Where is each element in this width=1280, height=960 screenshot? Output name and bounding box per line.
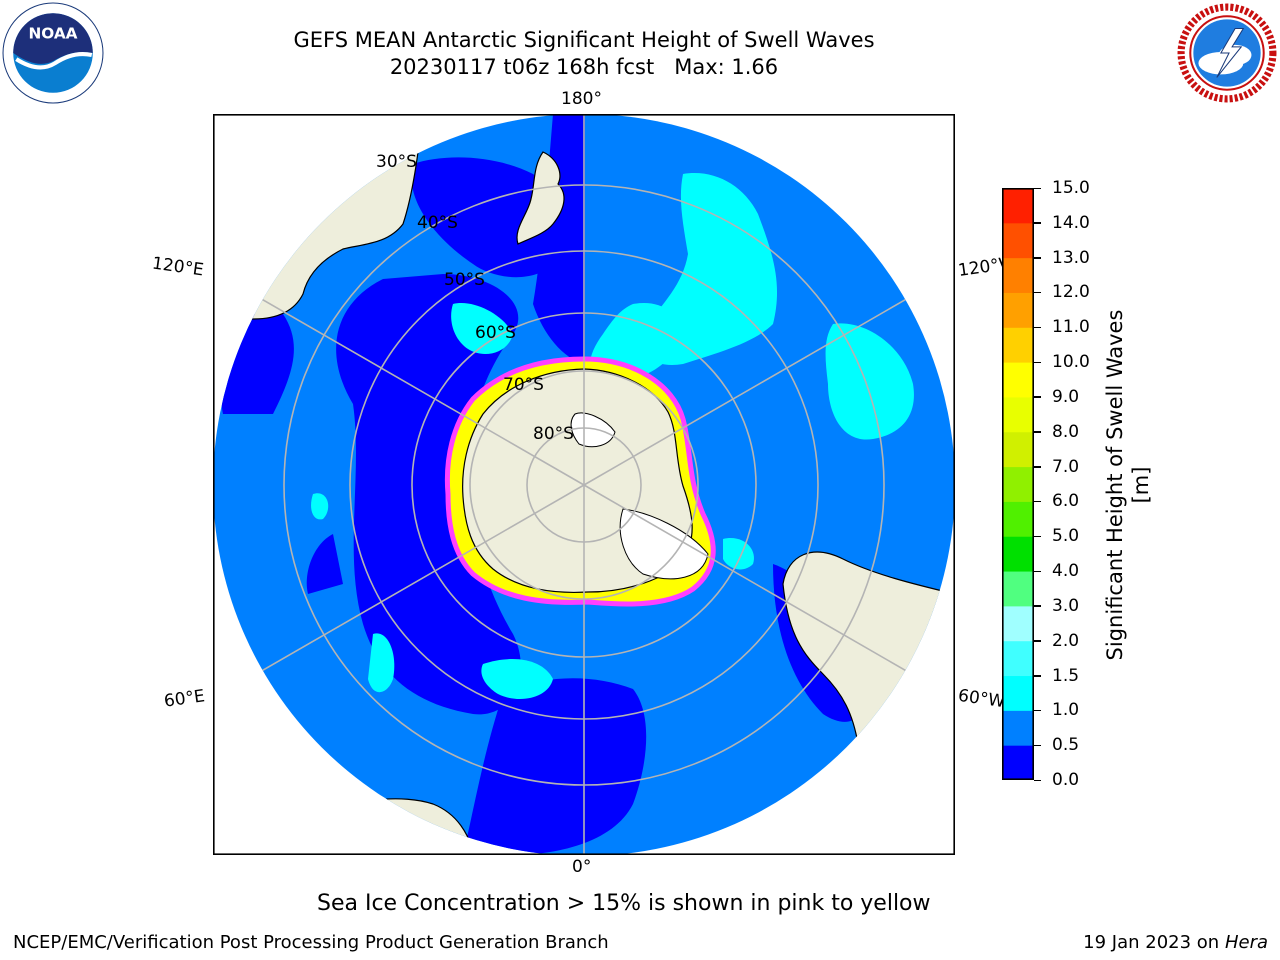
colorbar-tick-mark — [1034, 431, 1041, 433]
colorbar-tick-mark — [1034, 779, 1041, 781]
lon-label-top: 180° — [561, 89, 602, 109]
lon-label-bottom: 0° — [572, 857, 592, 877]
high-swell-region — [825, 323, 914, 440]
colorbar-tick-mark — [1034, 535, 1041, 538]
colorbar-swatch — [1002, 292, 1034, 328]
colorbar-swatch — [1002, 536, 1034, 572]
colorbar-tick-label: 5.0 — [1052, 526, 1080, 547]
colorbar-tick-mark — [1034, 466, 1041, 468]
noaa-logo-text: NOAA — [28, 25, 77, 43]
colorbar-swatch — [1002, 571, 1034, 607]
colorbar-tick-label: 14.0 — [1052, 212, 1090, 233]
footer-credit: NCEP/EMC/Verification Post Processing Pr… — [13, 932, 609, 953]
colorbar-tick-label: 15.0 — [1052, 178, 1090, 198]
lat-label-40s: 40°S — [417, 213, 458, 233]
ice-shelf-ross — [570, 412, 616, 448]
colorbar-tick-mark — [1034, 605, 1041, 607]
colorbar-tick-label: 8.0 — [1052, 421, 1080, 442]
colorbar-tick-mark — [1034, 396, 1041, 398]
lat-label-70s: 70°S — [503, 375, 544, 395]
ice-shelf-weddell — [619, 508, 709, 580]
colorbar-tick-label: 10.0 — [1052, 352, 1090, 373]
colorbar-tick-label: 0.5 — [1052, 735, 1080, 756]
polar-map — [213, 114, 955, 855]
high-swell-region — [311, 493, 329, 520]
high-swell-region — [640, 173, 778, 365]
colorbar-swatch — [1002, 605, 1034, 642]
colorbar-label: Significant Height of Swell Waves [m] — [1103, 309, 1153, 661]
colorbar-tick-label: 7.0 — [1052, 456, 1080, 477]
lon-label-lower-left: 60°E — [162, 686, 207, 712]
lon-label-upper-left: 120°E — [150, 253, 205, 281]
lon-label-lower-right: 60°W — [956, 685, 1007, 713]
colorbar-tick-mark — [1034, 326, 1041, 329]
colorbar-tick-mark — [1034, 640, 1041, 642]
colorbar-swatch — [1002, 431, 1034, 468]
colorbar-tick-label: 2.0 — [1052, 630, 1080, 651]
footer-date-text: 19 Jan 2023 on — [1083, 932, 1225, 953]
chart-title: GEFS MEAN Antarctic Significant Height o… — [293, 28, 875, 52]
colorbar-tick-label: 1.0 — [1052, 700, 1080, 721]
lat-label-30s: 30°S — [376, 152, 417, 172]
colorbar-tick-mark — [1034, 709, 1041, 712]
map-frame — [213, 114, 955, 855]
sea-ice-note: Sea Ice Concentration > 15% is shown in … — [317, 891, 931, 916]
colorbar-tick-mark — [1034, 257, 1041, 259]
lat-label-80s: 80°S — [533, 424, 574, 444]
colorbar-swatch — [1002, 745, 1034, 780]
low-swell-region — [463, 678, 647, 855]
colorbar-swatch — [1002, 710, 1034, 746]
colorbar-tick-label: 13.0 — [1052, 247, 1090, 268]
colorbar-tick-mark — [1034, 361, 1041, 364]
colorbar-swatch — [1002, 188, 1034, 224]
footer-host: Hera — [1224, 932, 1268, 953]
footer-date: 19 Jan 2023 on Hera — [1083, 932, 1268, 954]
colorbar-tick-label: 6.0 — [1052, 491, 1080, 512]
colorbar — [1002, 188, 1034, 780]
colorbar-tick-label: 9.0 — [1052, 386, 1080, 407]
colorbar-tick-mark — [1034, 187, 1041, 189]
chart-subtitle: 20230117 t06z 168h fcst Max: 1.66 — [389, 55, 779, 79]
high-swell-region — [723, 538, 754, 570]
high-swell-region — [451, 303, 513, 354]
high-swell-region — [368, 633, 395, 693]
colorbar-tick-mark — [1034, 222, 1041, 224]
colorbar-swatch — [1002, 396, 1034, 433]
colorbar-swatch — [1002, 675, 1034, 711]
colorbar-swatch — [1002, 327, 1034, 363]
colorbar-tick-mark — [1034, 744, 1041, 747]
colorbar-tick-label: 0.0 — [1052, 770, 1080, 790]
land-new-zealand — [516, 151, 565, 245]
colorbar-swatch — [1002, 222, 1034, 259]
land-madagascar — [222, 765, 297, 817]
colorbar-swatch — [1002, 640, 1034, 677]
high-swell-region — [481, 659, 553, 699]
colorbar-swatch — [1002, 501, 1034, 537]
colorbar-tick-label: 1.5 — [1052, 665, 1080, 686]
colorbar-tick-mark — [1034, 500, 1041, 503]
colorbar-tick-label: 3.0 — [1052, 595, 1080, 616]
low-swell-region — [411, 157, 564, 278]
colorbar-border — [1002, 188, 1034, 780]
colorbar-tick-label: 4.0 — [1052, 561, 1080, 582]
colorbar-swatch — [1002, 362, 1034, 398]
nws-logo-icon — [1177, 3, 1277, 103]
colorbar-swatch — [1002, 466, 1034, 502]
low-swell-region — [533, 114, 585, 364]
colorbar-tick-mark — [1034, 291, 1041, 294]
lat-label-50s: 50°S — [444, 270, 485, 290]
noaa-logo-icon: NOAA — [2, 2, 104, 104]
colorbar-tick-mark — [1034, 570, 1041, 573]
colorbar-swatch — [1002, 257, 1034, 293]
colorbar-tick-label: 11.0 — [1052, 317, 1090, 338]
graticule — [213, 114, 955, 855]
low-swell-region — [306, 534, 343, 594]
colorbar-tick-label: 12.0 — [1052, 282, 1090, 303]
lat-label-60s: 60°S — [475, 323, 516, 343]
colorbar-tick-mark — [1034, 675, 1041, 677]
